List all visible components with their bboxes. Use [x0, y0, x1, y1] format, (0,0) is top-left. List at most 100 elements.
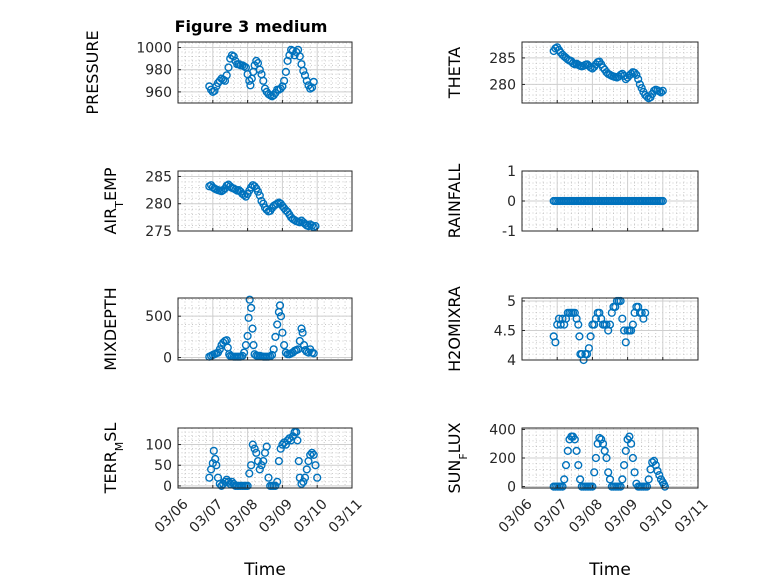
x-tick-label: 03/07 [187, 496, 227, 536]
data-point [597, 435, 606, 444]
data-point [297, 479, 306, 489]
data-point [302, 465, 311, 474]
data-point [307, 221, 317, 230]
data-point [600, 446, 609, 456]
data-point [630, 468, 639, 477]
data-point [283, 56, 292, 66]
data-point [259, 199, 268, 208]
data-point [247, 303, 256, 313]
data-point [278, 82, 287, 91]
x-tick-label: 03/10 [291, 496, 331, 536]
data-point [590, 468, 599, 477]
data-point [259, 76, 268, 85]
data-point [297, 324, 306, 333]
data-point [264, 473, 273, 482]
data-point [300, 71, 310, 80]
figure-title: Figure 3 medium [175, 17, 328, 36]
data-point [288, 46, 297, 56]
data-point [243, 331, 252, 341]
ylabel-6: TERRMSL [101, 423, 126, 495]
data-point [215, 76, 224, 85]
data-point [271, 332, 280, 342]
data-point [250, 444, 259, 453]
data-point [255, 465, 264, 474]
data-point [570, 435, 579, 444]
data-point [229, 52, 238, 61]
subplot-pressure: 960 980 1000 PRESSURE [83, 30, 353, 115]
ylabel-1: THETA [445, 47, 464, 99]
data-point [274, 457, 284, 466]
data-point [297, 60, 306, 69]
data-point [595, 433, 604, 443]
x-tick-label: 03/11 [326, 496, 366, 536]
data-point [281, 67, 291, 77]
data-point [262, 442, 271, 451]
axes-box [177, 41, 353, 104]
data-point [572, 446, 581, 456]
x-tick-label: 03/09 [601, 496, 641, 536]
data-point [309, 349, 318, 358]
data-point [245, 295, 254, 304]
data-point [223, 343, 232, 352]
data-point [255, 65, 264, 74]
axes-box [521, 297, 699, 361]
data-point [586, 332, 595, 341]
data-point [309, 450, 318, 460]
data-point [248, 440, 257, 449]
data-point [295, 52, 304, 61]
data-point [278, 328, 287, 337]
data-point [273, 477, 282, 486]
data-point [309, 77, 318, 87]
y-tick-label: 4 [507, 353, 516, 369]
axes-box [177, 297, 353, 361]
data-point [299, 66, 308, 75]
data-point [298, 328, 307, 337]
y-tick-label: 980 [145, 63, 172, 79]
x-tick-label: 03/07 [531, 496, 571, 536]
data-point [247, 461, 256, 470]
data-point [283, 436, 292, 445]
y-tick-label: 400 [489, 422, 516, 438]
data-point [575, 475, 585, 484]
data-point [293, 436, 302, 445]
data-point [621, 446, 630, 456]
data-point [574, 320, 583, 329]
x-axis-label: Time [588, 560, 631, 580]
subplot-air-temp: 275 280 285 AIRTEMP [101, 167, 353, 240]
y-tick-label: 275 [145, 224, 172, 240]
y-tick-label: 500 [145, 309, 172, 325]
data-point [224, 63, 233, 72]
data-point [634, 74, 643, 84]
data-point [292, 428, 301, 437]
y-tick-label: 200 [489, 451, 516, 467]
data-point [563, 446, 572, 456]
data-point [591, 453, 601, 463]
data-point [295, 336, 304, 346]
data-point [224, 477, 233, 486]
data-point [281, 440, 291, 449]
data-point [649, 456, 659, 466]
data-point [658, 196, 667, 206]
data-point [222, 71, 231, 80]
data-point [245, 469, 254, 478]
data-point [295, 218, 304, 227]
axes-box [177, 427, 353, 489]
data-point [561, 461, 571, 470]
data-point [280, 341, 289, 350]
data-point [262, 205, 271, 214]
subplot-rainfall: -1 0 1 RAINFALL [445, 164, 699, 240]
data-point [644, 475, 653, 484]
data-point [619, 461, 629, 470]
data-point [252, 448, 261, 457]
data-point [616, 482, 625, 491]
data-point [604, 468, 613, 477]
data-point [575, 332, 584, 341]
data-point [306, 450, 315, 460]
data-point [259, 457, 268, 466]
y-tick-label: 285 [489, 51, 516, 67]
data-point [632, 70, 641, 80]
y-tick-label: 5 [507, 294, 516, 310]
data-point [222, 336, 231, 345]
